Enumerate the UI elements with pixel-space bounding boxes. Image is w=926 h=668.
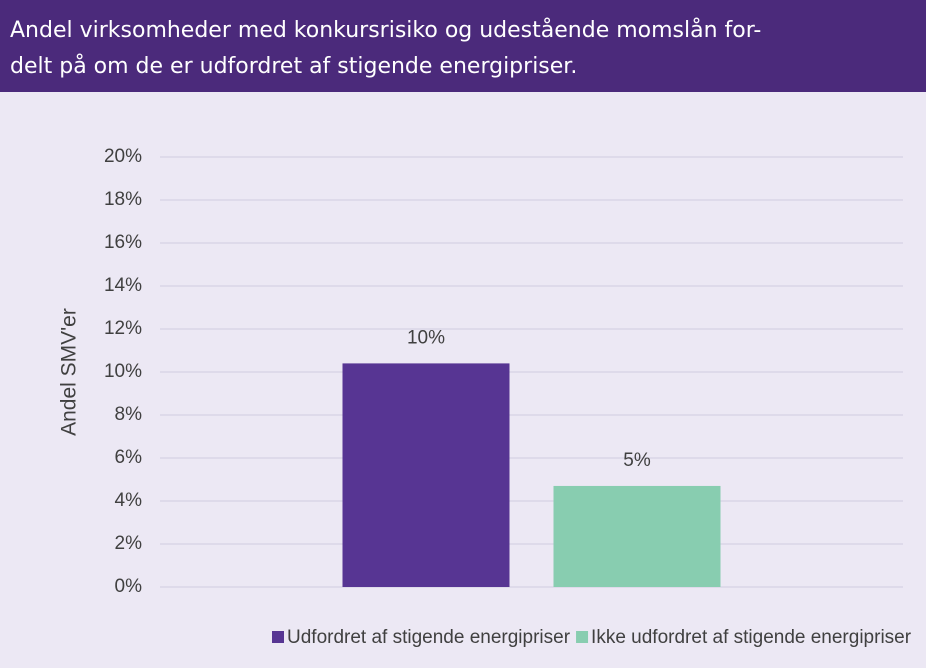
chart-title: delt på om de er udfordret af stigende e…: [10, 53, 577, 79]
y-tick-label: 4%: [115, 490, 143, 511]
y-tick-label: 10%: [104, 361, 142, 382]
y-tick-label: 6%: [115, 447, 143, 468]
y-axis-label: Andel SMV'er: [58, 308, 81, 436]
bar: [342, 363, 510, 587]
y-tick-label: 12%: [104, 318, 142, 339]
y-tick-label: 0%: [115, 576, 143, 597]
legend-swatch: [272, 631, 284, 643]
y-tick-label: 18%: [104, 189, 142, 210]
header: [0, 0, 926, 92]
chart-title: Andel virksomheder med konkursrisiko og …: [10, 17, 761, 43]
y-tick-label: 14%: [104, 275, 142, 296]
data-label: 10%: [407, 327, 445, 348]
y-tick-label: 20%: [104, 146, 142, 167]
y-tick-label: 16%: [104, 232, 142, 253]
y-tick-label: 8%: [115, 404, 143, 425]
data-label: 5%: [623, 450, 651, 471]
bar: [553, 485, 721, 587]
legend-swatch: [576, 631, 589, 643]
legend-label: Udfordret af stigende energipriser: [287, 627, 571, 648]
y-tick-label: 2%: [115, 533, 143, 554]
legend-label: Ikke udfordret af stigende energipriser: [591, 627, 912, 648]
